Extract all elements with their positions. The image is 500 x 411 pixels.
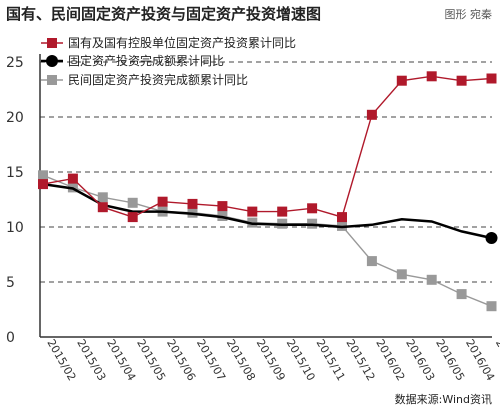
x-tick-label: 2015/09: [254, 337, 288, 383]
x-tick-label: 2015/12: [343, 337, 377, 383]
y-tick-labels: 0 5 10 15 20 25: [6, 55, 24, 346]
data-point: [486, 301, 497, 312]
data-source: 数据来源:Wind资讯: [394, 393, 492, 406]
legend-swatch-marker: [47, 75, 57, 85]
legend-swatch-marker: [46, 55, 58, 67]
data-point: [38, 179, 48, 190]
data-point: [456, 289, 467, 300]
legend-label: 固定资产投资完成额累计同比: [68, 53, 224, 68]
y-tick-label: 0: [6, 330, 15, 346]
series-layer: [38, 71, 498, 312]
grid-lines: [40, 61, 492, 283]
x-tick-label: 2015/02: [44, 337, 78, 383]
data-point: [97, 192, 108, 203]
x-tick-label: 2015/03: [74, 337, 108, 383]
data-point: [127, 197, 138, 208]
data-point: [426, 71, 437, 82]
data-point: [366, 256, 377, 267]
data-point: [486, 73, 497, 84]
chart-title: 国有、民间固定资产投资与固定资产投资增速图: [6, 5, 322, 23]
y-tick-label: 10: [6, 220, 24, 236]
x-tick-label: 2015/10: [284, 337, 318, 383]
x-tick-label: 2015/06: [164, 337, 198, 383]
x-tick-label: 2015/04: [104, 337, 138, 383]
series-line: [42, 182, 492, 240]
data-point: [97, 202, 108, 213]
data-point: [247, 206, 258, 217]
data-point: [217, 201, 228, 212]
x-tick-label: 2015/08: [224, 337, 258, 383]
data-point: [426, 274, 437, 285]
x-tick-label: 2015/11: [314, 337, 348, 383]
series-line: [42, 174, 492, 307]
legend: 国有及国有控股单位固定资产投资累计同比固定资产投资完成额累计同比民间固定资产投资…: [41, 35, 296, 87]
data-point: [127, 212, 138, 223]
x-tick-label: 2015/07: [194, 337, 228, 383]
x-tick-label: 2015/05: [134, 337, 168, 383]
data-point: [337, 212, 347, 223]
data-point: [366, 109, 377, 120]
y-tick-label: 20: [6, 110, 24, 126]
x-tick-label: 2016/03: [403, 337, 437, 383]
data-point: [187, 198, 198, 209]
data-point: [396, 269, 407, 280]
legend-label: 民间固定资产投资完成额累计同比: [68, 72, 248, 87]
legend-label: 国有及国有控股单位固定资产投资累计同比: [68, 35, 296, 50]
legend-swatch-marker: [47, 38, 57, 48]
data-point: [456, 75, 467, 86]
data-point: [38, 170, 48, 181]
data-point: [277, 206, 288, 217]
data-point: [157, 196, 168, 207]
axes: [39, 54, 492, 338]
chart-credit: 图形 宛秦: [444, 8, 493, 21]
x-tick-label: 2016/05: [433, 337, 467, 383]
x-tick-label: 2016/02: [373, 337, 407, 383]
x-tick-label: 2016/04: [463, 337, 497, 383]
y-tick-label: 25: [6, 55, 24, 71]
y-tick-label: 15: [6, 165, 24, 181]
series-line: [42, 75, 492, 218]
data-point: [307, 203, 318, 214]
y-tick-label: 5: [6, 275, 15, 291]
data-point-end: [485, 232, 498, 244]
x-tick-labels: 2015/022015/032015/042015/052015/062015/…: [44, 337, 500, 383]
data-point: [67, 173, 78, 184]
data-point: [396, 75, 407, 86]
